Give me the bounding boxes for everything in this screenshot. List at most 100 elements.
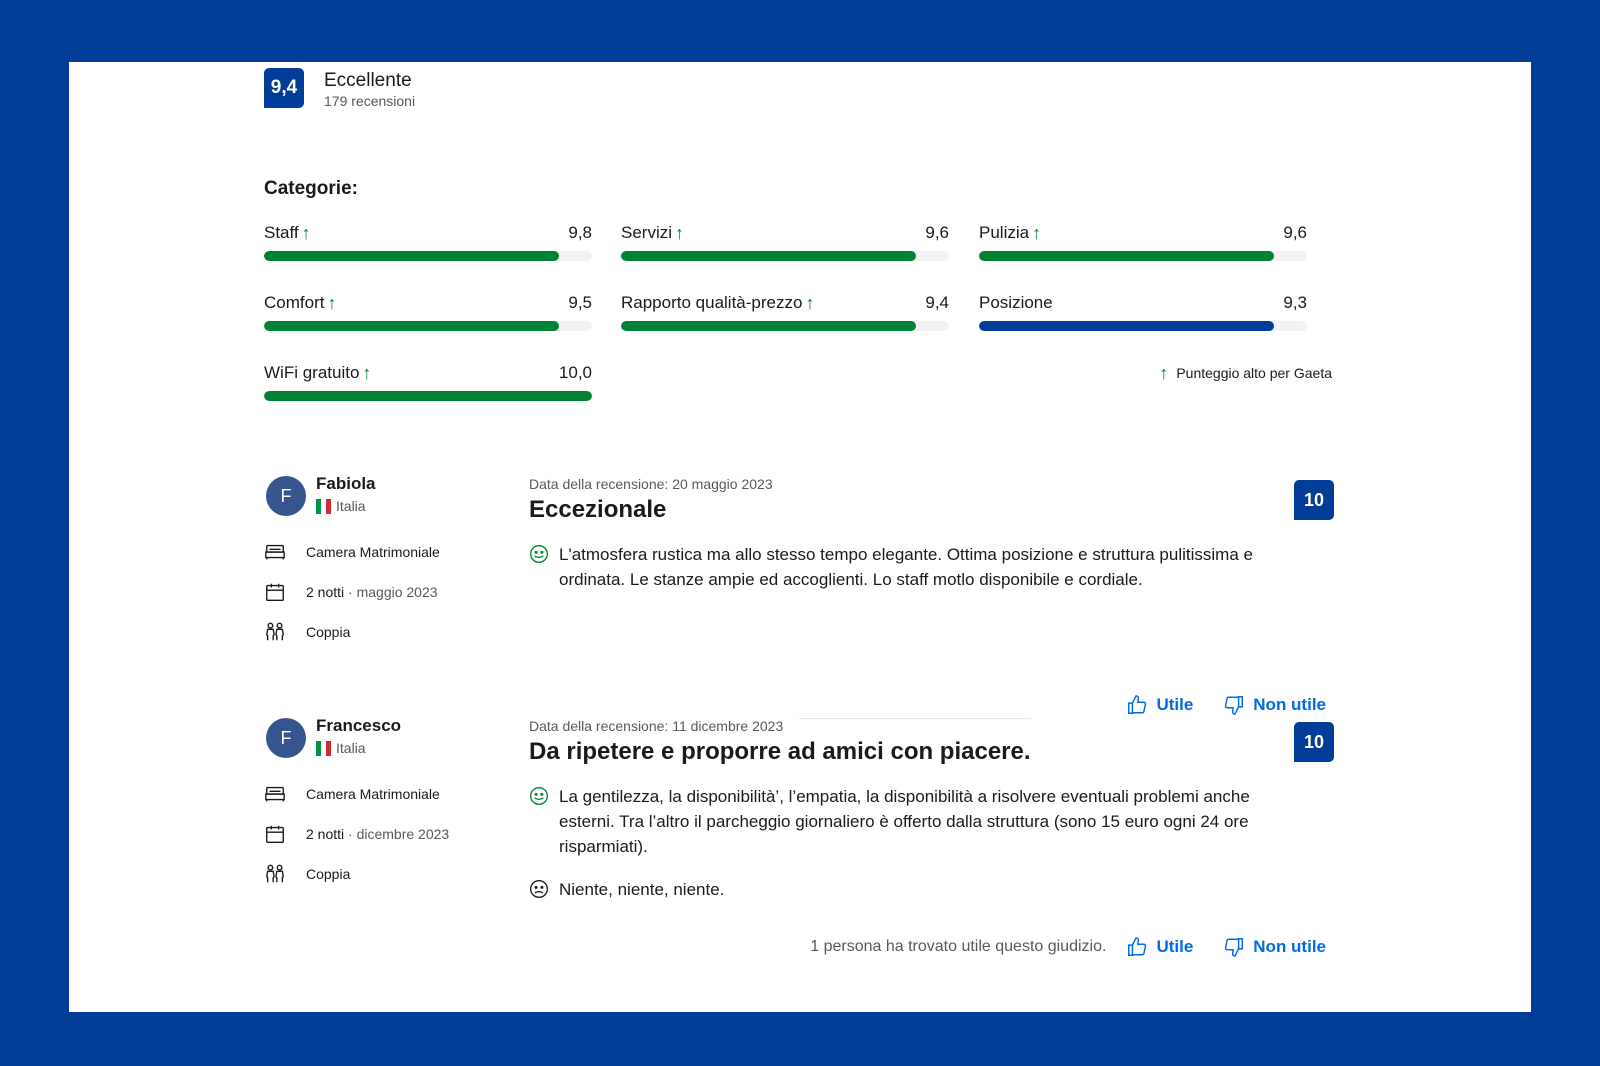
category-name: Pulizia	[979, 223, 1030, 242]
category-name: Posizione	[979, 293, 1053, 312]
not-helpful-label: Non utile	[1253, 937, 1326, 956]
calendar-icon	[266, 825, 284, 843]
category-bar	[264, 321, 592, 331]
category-name: Rapporto qualità-prezzo	[621, 293, 803, 312]
nights-label: 2 notti	[306, 826, 345, 842]
room-type-label: Camera Matrimoniale	[306, 786, 440, 802]
category-bar-fill	[264, 251, 560, 261]
helpful-button[interactable]: Utile	[1126, 936, 1193, 958]
thumbs-up-icon	[1128, 695, 1147, 714]
legend-text: Punteggio alto per Gaeta	[1176, 365, 1332, 381]
reviews-section: 9,4 Eccellente 179 recensioni Categorie:…	[264, 62, 1334, 1012]
review-actions: 1 persona ha trovato utile questo giudiz…	[810, 936, 1326, 958]
not-helpful-button[interactable]: Non utile	[1223, 936, 1326, 958]
category-name: WiFi gratuito	[264, 363, 360, 382]
category-bar-fill	[979, 321, 1275, 331]
category-bar	[264, 251, 592, 261]
category-score: 10,0	[558, 363, 592, 382]
frown-icon	[530, 880, 548, 898]
smile-icon	[530, 787, 548, 805]
category-bar	[621, 251, 949, 261]
thumbs-down-icon	[1225, 938, 1244, 957]
helpful-label: Utile	[1156, 695, 1194, 714]
category-name: Comfort	[264, 293, 325, 312]
helpful-count-note: 1 persona ha trovato utile questo giudiz…	[810, 938, 1107, 955]
bed-icon	[265, 544, 285, 560]
category-bar	[979, 251, 1307, 261]
review-positive: La gentilezza, la disponibilità’, l’empa…	[529, 784, 1299, 859]
country-name: Italia	[336, 498, 366, 514]
room-type: Camera Matrimoniale	[264, 541, 440, 563]
traveler-label: Coppia	[306, 866, 351, 882]
category-bar-fill	[264, 321, 560, 331]
avatar: F	[266, 476, 306, 516]
helpful-label: Utile	[1156, 937, 1194, 956]
traveler-type: Coppia	[264, 621, 350, 643]
category-score: 9,5	[568, 293, 592, 312]
category-name: Staff	[264, 223, 299, 242]
review-card: F Fabiola Italia Camera Matrimoniale 2 n…	[264, 474, 1334, 724]
category-bar-fill	[979, 251, 1275, 261]
italy-flag-icon	[316, 740, 331, 756]
category-servizi: Servizi ↑ 9,6	[621, 221, 949, 261]
traveler-label: Coppia	[306, 624, 351, 640]
overall-score-label: Eccellente	[324, 70, 412, 91]
review-score-badge: 10	[1294, 722, 1334, 762]
overall-score: 9,4 Eccellente 179 recensioni	[264, 68, 415, 110]
high-score-legend: ↑ Punteggio alto per Gaeta	[1156, 364, 1332, 382]
positive-text: La gentilezza, la disponibilità’, l’empa…	[559, 787, 1250, 856]
category-score: 9,4	[925, 293, 949, 312]
stay-date: · maggio 2023	[348, 584, 438, 600]
reviews-card: 9,4 Eccellente 179 recensioni Categorie:…	[69, 62, 1531, 1012]
category-name: Servizi	[621, 223, 673, 242]
category-staff: Staff ↑ 9,8	[264, 221, 592, 261]
review-body: Data della recensione: 20 maggio 2023 Ec…	[529, 474, 1334, 592]
calendar-icon	[266, 583, 284, 601]
category-score: 9,6	[1283, 223, 1307, 242]
room-type: Camera Matrimoniale	[264, 783, 440, 805]
arrow-up-icon: ↑	[362, 363, 372, 383]
overall-score-text: Eccellente 179 recensioni	[324, 68, 415, 110]
category-score: 9,8	[568, 223, 592, 242]
category-rapporto-qualita-prezzo: Rapporto qualità-prezzo ↑ 9,4	[621, 291, 949, 331]
reviewer-country: Italia	[316, 498, 366, 514]
avatar: F	[266, 718, 306, 758]
stay-duration: 2 notti · maggio 2023	[264, 581, 438, 603]
review-negative: Niente, niente, niente.	[529, 877, 1299, 902]
arrow-up-icon: ↑	[1032, 223, 1042, 243]
category-bar	[979, 321, 1307, 331]
categories-title: Categorie:	[264, 178, 358, 199]
review-count: 179 recensioni	[324, 93, 416, 109]
thumbs-up-icon	[1128, 937, 1147, 956]
category-posizione: Posizione 9,3	[979, 291, 1307, 331]
overall-score-badge: 9,4	[264, 68, 304, 108]
room-type-label: Camera Matrimoniale	[306, 544, 440, 560]
traveler-type: Coppia	[264, 863, 350, 885]
category-pulizia: Pulizia ↑ 9,6	[979, 221, 1307, 261]
helpful-button[interactable]: Utile	[1126, 694, 1193, 716]
not-helpful-button[interactable]: Non utile	[1223, 694, 1326, 716]
divider	[799, 718, 1031, 719]
not-helpful-label: Non utile	[1253, 695, 1326, 714]
review-title: Da ripetere e proporre ad amici con piac…	[529, 738, 1031, 765]
category-bar	[621, 321, 949, 331]
italy-flag-icon	[316, 498, 331, 514]
stay-duration: 2 notti · dicembre 2023	[264, 823, 449, 845]
review-date: Data della recensione: 11 dicembre 2023	[529, 718, 784, 734]
category-bar	[264, 391, 592, 401]
positive-text: L'atmosfera rustica ma allo stesso tempo…	[559, 545, 1253, 589]
arrow-up-icon: ↑	[1159, 363, 1169, 383]
review-title: Eccezionale	[529, 496, 667, 523]
arrow-up-icon: ↑	[301, 223, 311, 243]
bed-icon	[265, 786, 285, 802]
review-card: F Francesco Italia Camera Matrimoniale 2…	[264, 716, 1334, 1006]
arrow-up-icon: ↑	[675, 223, 685, 243]
nights-label: 2 notti	[306, 584, 345, 600]
smile-icon	[530, 545, 548, 563]
category-bar-fill	[621, 321, 917, 331]
review-positive: L'atmosfera rustica ma allo stesso tempo…	[529, 542, 1299, 592]
category-bar-fill	[264, 391, 592, 401]
arrow-up-icon: ↑	[805, 293, 815, 313]
review-score-badge: 10	[1294, 480, 1334, 520]
category-comfort: Comfort ↑ 9,5	[264, 291, 592, 331]
